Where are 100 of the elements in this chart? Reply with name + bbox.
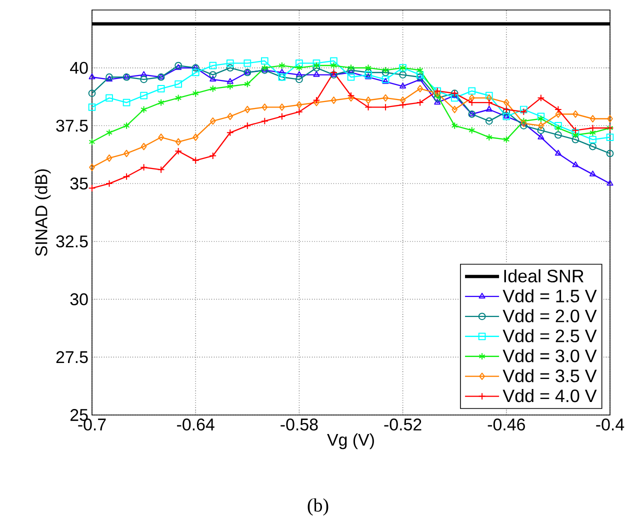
point bbox=[174, 62, 182, 70]
point bbox=[313, 71, 320, 77]
point bbox=[226, 128, 234, 136]
point bbox=[124, 150, 130, 158]
point bbox=[538, 122, 544, 130]
point bbox=[554, 106, 562, 114]
point bbox=[382, 104, 390, 111]
point bbox=[313, 62, 320, 70]
point bbox=[450, 94, 458, 102]
point bbox=[434, 92, 441, 100]
point bbox=[106, 128, 113, 136]
point bbox=[312, 60, 320, 67]
legend-label: Vdd = 2.0 V bbox=[502, 309, 597, 322]
x-tick-label: -0.4 bbox=[596, 418, 624, 431]
point bbox=[106, 180, 113, 188]
x-tick-label: -0.58 bbox=[280, 418, 318, 431]
point bbox=[400, 96, 406, 104]
point bbox=[278, 62, 286, 70]
x-axis-title: Vg (V) bbox=[327, 433, 374, 450]
y-tick-label: 25 bbox=[70, 408, 88, 421]
point bbox=[486, 106, 492, 112]
point bbox=[589, 128, 596, 136]
point bbox=[364, 104, 372, 111]
point bbox=[244, 60, 252, 67]
point bbox=[538, 115, 544, 122]
point bbox=[502, 106, 510, 114]
point bbox=[88, 184, 96, 192]
point bbox=[416, 76, 424, 82]
point bbox=[210, 117, 216, 125]
point bbox=[486, 94, 492, 102]
point bbox=[140, 76, 148, 84]
point bbox=[416, 73, 424, 81]
point bbox=[262, 104, 268, 111]
text: (b) bbox=[308, 498, 328, 516]
point bbox=[122, 98, 130, 106]
point bbox=[296, 108, 303, 116]
point bbox=[590, 115, 596, 122]
point bbox=[347, 73, 355, 81]
point bbox=[88, 104, 96, 111]
point bbox=[347, 92, 355, 100]
point bbox=[537, 126, 545, 134]
point bbox=[537, 94, 545, 102]
point bbox=[312, 64, 320, 72]
point bbox=[572, 110, 578, 118]
point bbox=[606, 180, 614, 186]
point bbox=[88, 73, 96, 80]
point bbox=[485, 92, 493, 100]
y-tick-label: 40 bbox=[70, 62, 88, 74]
point bbox=[502, 108, 510, 116]
point bbox=[278, 68, 286, 75]
point bbox=[434, 94, 442, 102]
point bbox=[244, 80, 251, 88]
point bbox=[554, 124, 562, 132]
x-tick-label: -0.46 bbox=[488, 418, 525, 431]
point bbox=[555, 110, 562, 118]
point bbox=[365, 96, 372, 104]
point bbox=[140, 92, 148, 100]
point bbox=[279, 104, 285, 111]
point bbox=[554, 122, 562, 130]
point bbox=[175, 64, 182, 70]
point bbox=[468, 94, 475, 102]
point bbox=[399, 101, 406, 109]
point bbox=[554, 131, 562, 139]
legend-label: Vdd = 3.5 V bbox=[502, 369, 597, 382]
point bbox=[157, 166, 165, 174]
point bbox=[589, 136, 596, 144]
point bbox=[244, 106, 250, 114]
point bbox=[382, 76, 390, 84]
point bbox=[140, 164, 148, 172]
y-tick-label: 37.5 bbox=[56, 120, 88, 132]
y-tick-label: 30 bbox=[70, 293, 88, 306]
y-tick-label: 27.5 bbox=[56, 351, 88, 364]
legend-label: Vdd = 3.0 V bbox=[502, 349, 597, 362]
point bbox=[537, 112, 545, 120]
point bbox=[572, 131, 579, 139]
point bbox=[89, 164, 95, 172]
legend-label: Vdd = 1.5 V bbox=[502, 289, 597, 302]
point bbox=[244, 122, 252, 130]
point bbox=[192, 156, 200, 164]
point bbox=[538, 134, 544, 140]
point bbox=[434, 98, 441, 105]
point bbox=[606, 150, 614, 158]
point bbox=[382, 78, 389, 84]
point bbox=[606, 134, 614, 141]
point bbox=[158, 98, 164, 106]
point bbox=[296, 76, 303, 84]
point bbox=[210, 84, 216, 92]
point bbox=[123, 122, 130, 130]
point bbox=[122, 172, 130, 180]
x-tick-label: -0.52 bbox=[384, 418, 422, 431]
point bbox=[468, 87, 476, 95]
point bbox=[88, 90, 96, 97]
point bbox=[260, 117, 268, 125]
point bbox=[158, 134, 164, 141]
point bbox=[330, 62, 337, 70]
point bbox=[192, 134, 198, 141]
point bbox=[88, 138, 96, 146]
point bbox=[106, 94, 113, 102]
point bbox=[209, 62, 217, 70]
point bbox=[416, 98, 424, 106]
